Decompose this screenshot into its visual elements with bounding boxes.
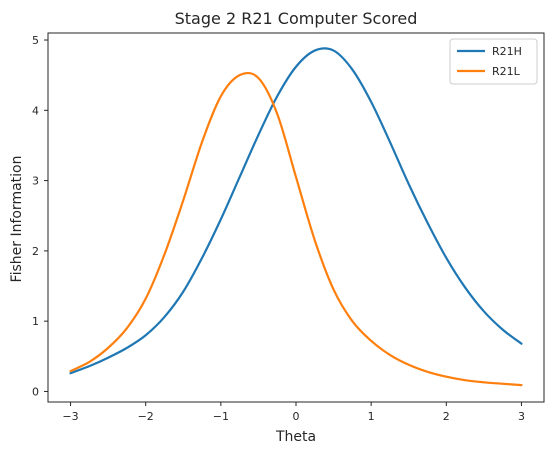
x-tick-label: −2	[138, 410, 154, 423]
series-lines	[69, 47, 523, 387]
chart-title: Stage 2 R21 Computer Scored	[175, 9, 418, 28]
x-axis-label: Theta	[275, 429, 316, 445]
series-line-r21h	[69, 47, 523, 375]
y-tick-label: 5	[32, 34, 39, 47]
x-axis: −3 −2 −1 0 1 2 3	[62, 402, 525, 423]
y-tick-label: 2	[32, 245, 39, 258]
series-line-r21l	[69, 71, 523, 387]
y-tick-label: 4	[32, 104, 39, 117]
x-tick-label: −1	[213, 410, 229, 423]
x-tick-label: 0	[293, 410, 300, 423]
y-tick-label: 0	[32, 385, 39, 398]
x-tick-label: 2	[443, 410, 450, 423]
x-tick-label: 3	[518, 410, 525, 423]
y-axis: 0 1 2 3 4 5	[32, 34, 48, 398]
y-axis-label: Fisher Information	[9, 156, 25, 283]
legend-entry: R21L	[457, 65, 521, 78]
legend: R21H R21L	[449, 38, 538, 85]
legend-entry: R21H	[457, 45, 522, 58]
x-tick-label: 1	[368, 410, 375, 423]
legend-label: R21L	[492, 65, 521, 78]
y-tick-label: 3	[32, 175, 39, 188]
legend-label: R21H	[492, 45, 522, 58]
x-tick-label: −3	[62, 410, 78, 423]
y-tick-label: 1	[32, 315, 39, 328]
